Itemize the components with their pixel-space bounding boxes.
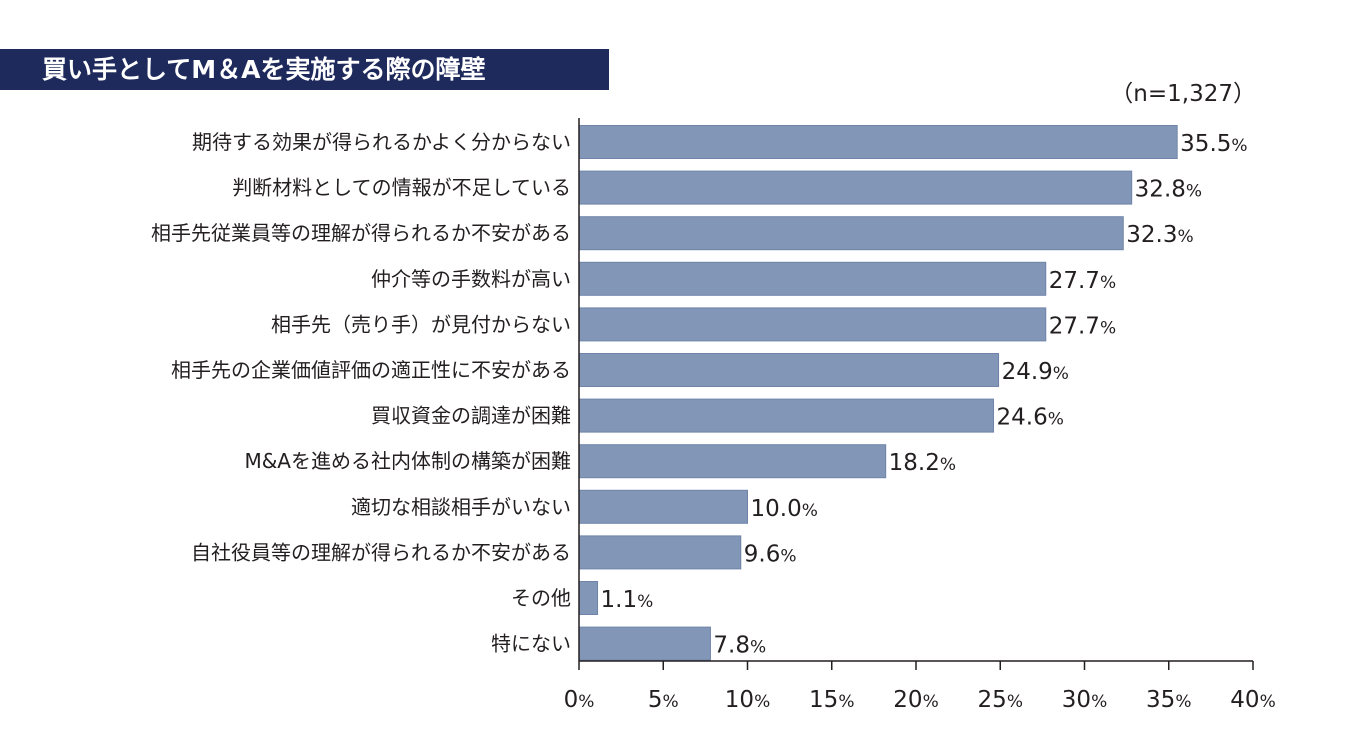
bar [578,216,1124,251]
category-label: その他 [511,586,571,610]
category-label: 相手先従業員等の理解が得られるか不安がある [151,221,571,245]
bar [578,581,599,615]
category-label: 適切な相談相手がいない [351,495,571,519]
category-label: 自社役員等の理解が得られるか不安がある [191,540,571,564]
x-tick-label: 20% [893,687,938,713]
value-label: 32.8% [1135,177,1202,203]
x-tick-label: 10% [725,687,770,713]
value-label: 27.7% [1049,313,1116,339]
bar [578,626,711,661]
value-label: 32.3% [1126,222,1193,248]
category-label: 相手先（売り手）が見付からない [271,312,571,336]
bar [578,398,995,433]
bar [578,353,1000,387]
category-label: 仲介等の手数料が高い [371,267,571,291]
value-label: 1.1% [601,587,654,613]
bar [578,489,748,524]
category-label: 期待する効果が得られるかよく分からない [192,130,571,154]
x-tick-label: 0% [564,687,595,713]
x-tick-label: 15% [809,687,854,713]
value-label: 35.5% [1180,131,1247,157]
category-label: 特にない [491,632,571,656]
category-label: 買収資金の調達が困難 [371,404,571,428]
category-label: 判断材料としての情報が不足している [232,176,571,200]
sample-size-note: （n=1,327） [1110,81,1256,107]
x-tick-label: 40% [1230,687,1275,713]
value-label: 24.6% [997,405,1064,431]
x-tick-label: 35% [1146,687,1191,713]
bar [578,307,1047,342]
value-label: 18.2% [889,450,956,476]
x-tick-label: 30% [1062,687,1107,713]
value-label: 10.0% [751,496,818,522]
value-label: 27.7% [1049,268,1116,294]
bar [578,125,1178,159]
category-label: 相手先の企業価値評価の適正性に不安がある [171,358,571,382]
title-banner: 買い手としてM＆Aを実施する際の障壁 [0,49,609,90]
value-label: 7.8% [713,633,766,659]
category-label: M&Aを進める社内体制の構築が困難 [244,449,571,473]
bar [578,535,742,570]
x-tick-label: 5% [648,687,679,713]
bar [578,261,1047,296]
x-tick-label: 25% [978,687,1023,713]
chart-title: 買い手としてM＆Aを実施する際の障壁 [42,55,486,84]
bar [578,170,1133,205]
bar [578,444,887,479]
value-label: 9.6% [744,541,797,567]
value-label: 24.9% [1002,359,1069,385]
